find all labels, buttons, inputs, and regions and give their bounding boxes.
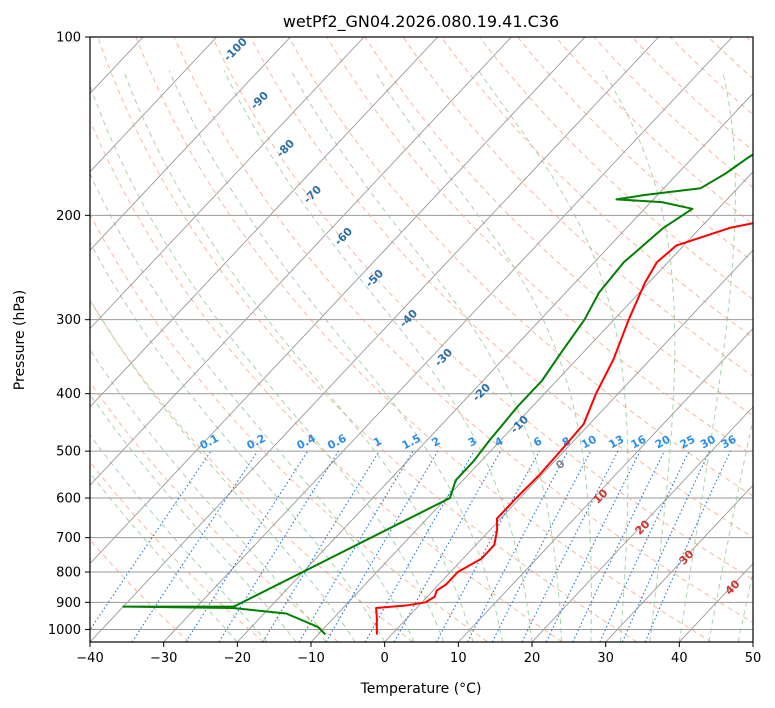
x-tick-label: 40: [671, 651, 688, 666]
isotherm-line: [531, 406, 753, 642]
y-axis-label: Pressure (hPa): [12, 290, 28, 390]
dry-adiabat-line: [402, 37, 753, 377]
isotherm-line: [605, 484, 753, 642]
dry-adiabat-line: [288, 37, 753, 497]
dry-adiabat-line: [90, 299, 414, 642]
isotherm-line: [90, 37, 512, 486]
profile-series: [122, 153, 753, 636]
dry-adiabat-line: [90, 119, 563, 642]
x-tick-label: −10: [297, 651, 324, 666]
moist-adiabat-line: [708, 416, 753, 642]
mixing-ratio-label: 25: [678, 433, 698, 452]
mixing-ratio-label: 13: [607, 433, 627, 452]
isotherm-line: [237, 92, 753, 642]
moist-adiabat-line: [90, 84, 445, 642]
dry-adiabat-line: [593, 37, 753, 189]
mixing-ratio-line: [325, 450, 439, 642]
mixing-ratio-label: 10: [579, 433, 599, 452]
dry-adiabat-line: [555, 37, 753, 225]
dry-adiabat-line: [479, 37, 753, 300]
mixing-ratio-line: [393, 450, 502, 642]
y-tick-label: 100: [56, 31, 81, 46]
x-tick-label: −20: [224, 651, 251, 666]
chart-title: wetPf2_GN04.2026.080.19.41.C36: [283, 12, 559, 32]
isotherm-line: [90, 37, 660, 642]
y-tick-label: 800: [56, 566, 81, 581]
moist-adiabat-line: [90, 172, 415, 642]
isotherms: [90, 37, 753, 642]
plot-area: -100-90-80-70-60-50-40-30-20-100.1 0.2 0.4…: [90, 37, 753, 642]
mixing-ratio-line: [435, 450, 540, 642]
moist-adiabat-line: [90, 434, 268, 642]
isotherm-line: [163, 37, 733, 642]
moist-adiabat-line: [90, 472, 238, 642]
dry-adiabat-line: [211, 37, 753, 581]
y-tick-label: 600: [56, 492, 81, 507]
y-tick-label: 500: [56, 445, 81, 460]
y-tick-label: 200: [56, 209, 81, 224]
mixing-ratio-lines: [90, 450, 731, 642]
x-tick-label: −40: [76, 651, 103, 666]
mixing-ratio-line: [572, 450, 665, 642]
mixing-ratio-line: [364, 450, 475, 642]
axes: −40 −30 −20 −10 0 10 20 30 40 50 100 200 300 400 500 60…: [48, 31, 761, 667]
y-tick-label: 1000: [48, 623, 81, 638]
mixing-ratio-line: [185, 450, 309, 642]
moist-adiabat-line: [290, 70, 562, 642]
x-tick-label: 10: [450, 651, 467, 666]
dry-adiabat-line: [440, 37, 753, 339]
plot-frame: [89, 36, 754, 643]
moist-adiabat-line: [90, 348, 327, 642]
isotherm-line: [90, 37, 365, 330]
x-axis-label: Temperature (°C): [360, 681, 482, 697]
x-tick-label: 20: [524, 651, 541, 666]
mixing-ratio-label: 20: [653, 433, 673, 452]
x-tick-label: 0: [381, 651, 389, 666]
isotherm-line: [90, 37, 586, 565]
y-tick-label: 900: [56, 596, 81, 611]
mixing-ratio-line: [298, 450, 414, 642]
isotherm-line: [90, 37, 218, 173]
x-tick-label: −30: [150, 651, 177, 666]
moist-adiabat-line: [223, 70, 533, 642]
dewpoint-line: [122, 153, 753, 636]
moist-adiabat-line: [478, 70, 629, 642]
mixing-ratio-label: 36: [719, 433, 739, 452]
moist-adiabats: [90, 70, 753, 642]
y-tick-label: 700: [56, 531, 81, 546]
mixing-ratio-line: [545, 450, 641, 642]
moist-adiabat-line: [678, 70, 736, 642]
mixing-ratio-line: [262, 450, 380, 642]
x-tick-label: 30: [597, 651, 614, 666]
dry-adiabat-line: [364, 37, 753, 417]
mixing-ratio-line: [621, 450, 711, 642]
mixing-ratio-line: [599, 450, 690, 642]
isotherm-line: [384, 249, 753, 642]
dry-adiabat-line: [90, 460, 264, 642]
mixing-ratio-label: 16: [629, 433, 649, 452]
x-tick-label: 50: [745, 651, 762, 666]
mixing-ratio-label: 30: [698, 433, 718, 452]
temperature-line: [375, 222, 753, 635]
y-tick-label: 300: [56, 313, 81, 328]
isotherm-line: [310, 171, 753, 642]
isotherm-line: [90, 37, 291, 251]
moist-adiabat-line: [90, 393, 297, 642]
dry-adiabat-line: [173, 37, 753, 624]
isotherm-line: [458, 327, 753, 642]
mixing-ratio-line: [218, 450, 340, 642]
moist-adiabat-line: [168, 70, 503, 642]
isotherm-line: [90, 37, 439, 408]
dry-adiabat-line: [135, 37, 712, 642]
dry-adiabat-line: [250, 37, 753, 538]
moist-adiabat-line: [90, 241, 386, 642]
y-tick-label: 400: [56, 387, 81, 402]
dry-adiabat-line: [517, 37, 753, 263]
